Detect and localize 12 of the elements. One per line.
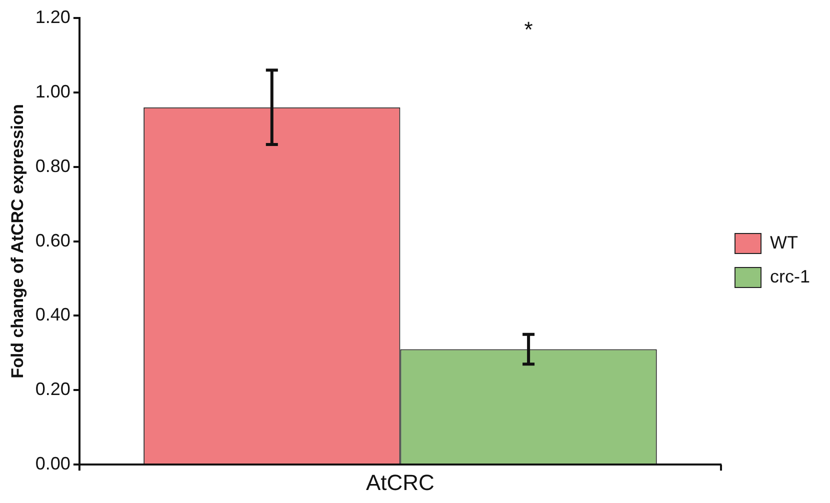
- y-tick-label: 1.20: [35, 6, 70, 27]
- y-tick-label: 0.60: [35, 230, 70, 250]
- legend-label: WT: [770, 232, 798, 252]
- legend-label: crc-1: [770, 266, 810, 286]
- y-tick-label: 1.00: [35, 81, 70, 102]
- y-tick-label: 0.20: [35, 379, 70, 400]
- x-tick-label: AtCRC: [366, 470, 435, 495]
- y-tick-label: 0.40: [35, 304, 70, 325]
- y-tick-label: 0.80: [35, 156, 70, 176]
- y-tick-label: 0.00: [35, 454, 70, 474]
- y-axis-title: Fold change of AtCRC expression: [8, 104, 27, 378]
- annotation: *: [524, 17, 534, 42]
